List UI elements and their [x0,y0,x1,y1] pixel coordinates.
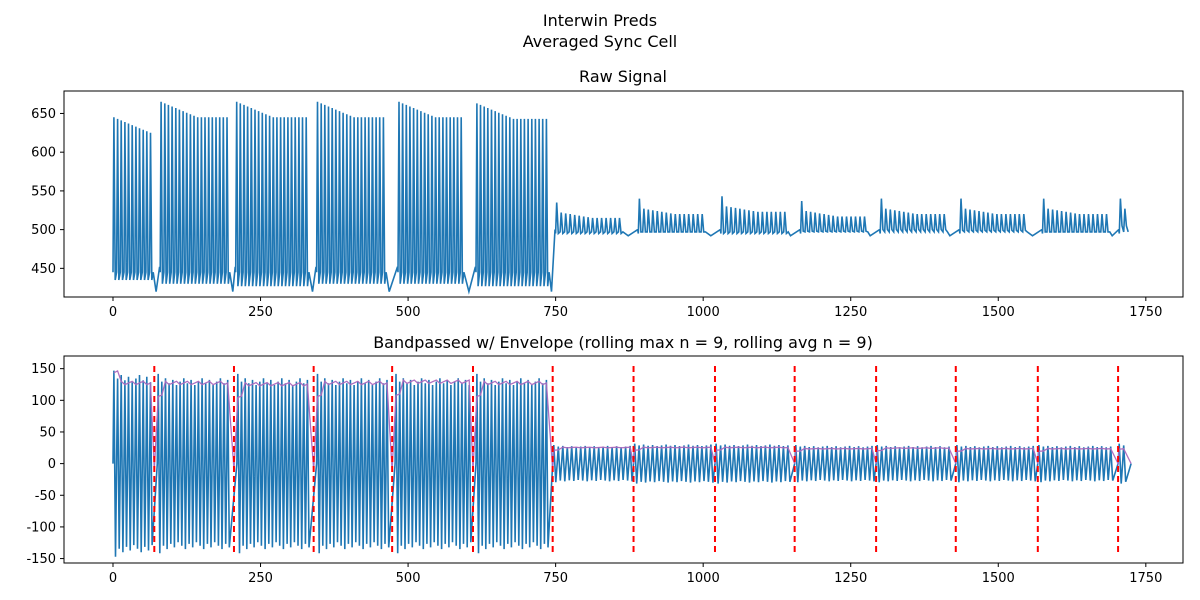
raw-signal-x-tick-label: 1500 [982,305,1015,320]
bandpassed-plot-area [112,366,1132,557]
raw-signal-x-tick-label: 250 [248,305,273,320]
bandpassed-y-tick-label: -100 [26,520,56,535]
raw-signal-y-tick-label: 650 [31,107,56,122]
raw-signal-x-tick-label: 1250 [834,305,867,320]
raw-signal-y-axis: 450 500 550 600 650 [31,107,64,277]
raw-signal-x-tick-label: 1750 [1129,305,1162,320]
raw-signal-y-tick-label: 500 [31,223,56,238]
bandpassed-signal-line [112,370,1132,557]
raw-signal-frame [63,90,1184,298]
raw-signal-y-tick-label: 450 [31,262,56,277]
bandpassed-title: Bandpassed w/ Envelope (rolling max n = … [373,333,873,352]
bandpassed-y-tick-label: 150 [31,362,56,377]
bandpassed-y-tick-label: 0 [48,457,56,472]
raw-signal-y-tick-label: 600 [31,146,56,161]
bandpassed-y-tick-label: 50 [39,425,56,440]
bandpassed-x-tick-label: 250 [248,571,273,586]
bandpassed-x-tick-label: 1000 [687,571,720,586]
bandpassed-y-tick-label: -150 [26,552,56,567]
raw-signal-line [112,101,1129,295]
bandpassed-x-tick-label: 1500 [982,571,1015,586]
bandpassed-frame [63,355,1184,564]
bandpassed-y-tick-label: -50 [35,489,56,504]
raw-signal-x-tick-label: 1000 [687,305,720,320]
raw-signal-x-tick-label: 500 [396,305,421,320]
bandpassed-x-tick-label: 500 [396,571,421,586]
suptitle-line2: Averaged Sync Cell [523,32,678,51]
bandpassed-x-tick-label: 0 [109,571,117,586]
suptitle-line1: Interwin Preds [543,11,657,30]
raw-signal-x-tick-label: 0 [109,305,117,320]
bandpassed-y-tick-label: 100 [31,394,56,409]
raw-signal-y-tick-label: 550 [31,184,56,199]
bandpassed-x-axis: 0 250 500 750 1000 1250 1500 1750 [109,563,1162,586]
raw-signal-title: Raw Signal [579,67,667,86]
raw-signal-x-tick-label: 750 [543,305,568,320]
bandpassed-x-tick-label: 750 [543,571,568,586]
bandpassed-panel: Bandpassed w/ Envelope (rolling max n = … [26,333,1184,586]
bandpassed-y-axis: -150 -100 -50 0 50 100 150 [26,362,64,567]
bandpassed-x-tick-label: 1750 [1129,571,1162,586]
raw-signal-panel: Raw Signal 0 250 500 750 1000 1250 1500 1750 45… [31,67,1184,320]
raw-signal-x-axis: 0 250 500 750 1000 1250 1500 1750 [109,297,1162,320]
bandpassed-x-tick-label: 1250 [834,571,867,586]
envelope-avg-line [113,370,1132,470]
raw-signal-plot-area [112,101,1129,295]
